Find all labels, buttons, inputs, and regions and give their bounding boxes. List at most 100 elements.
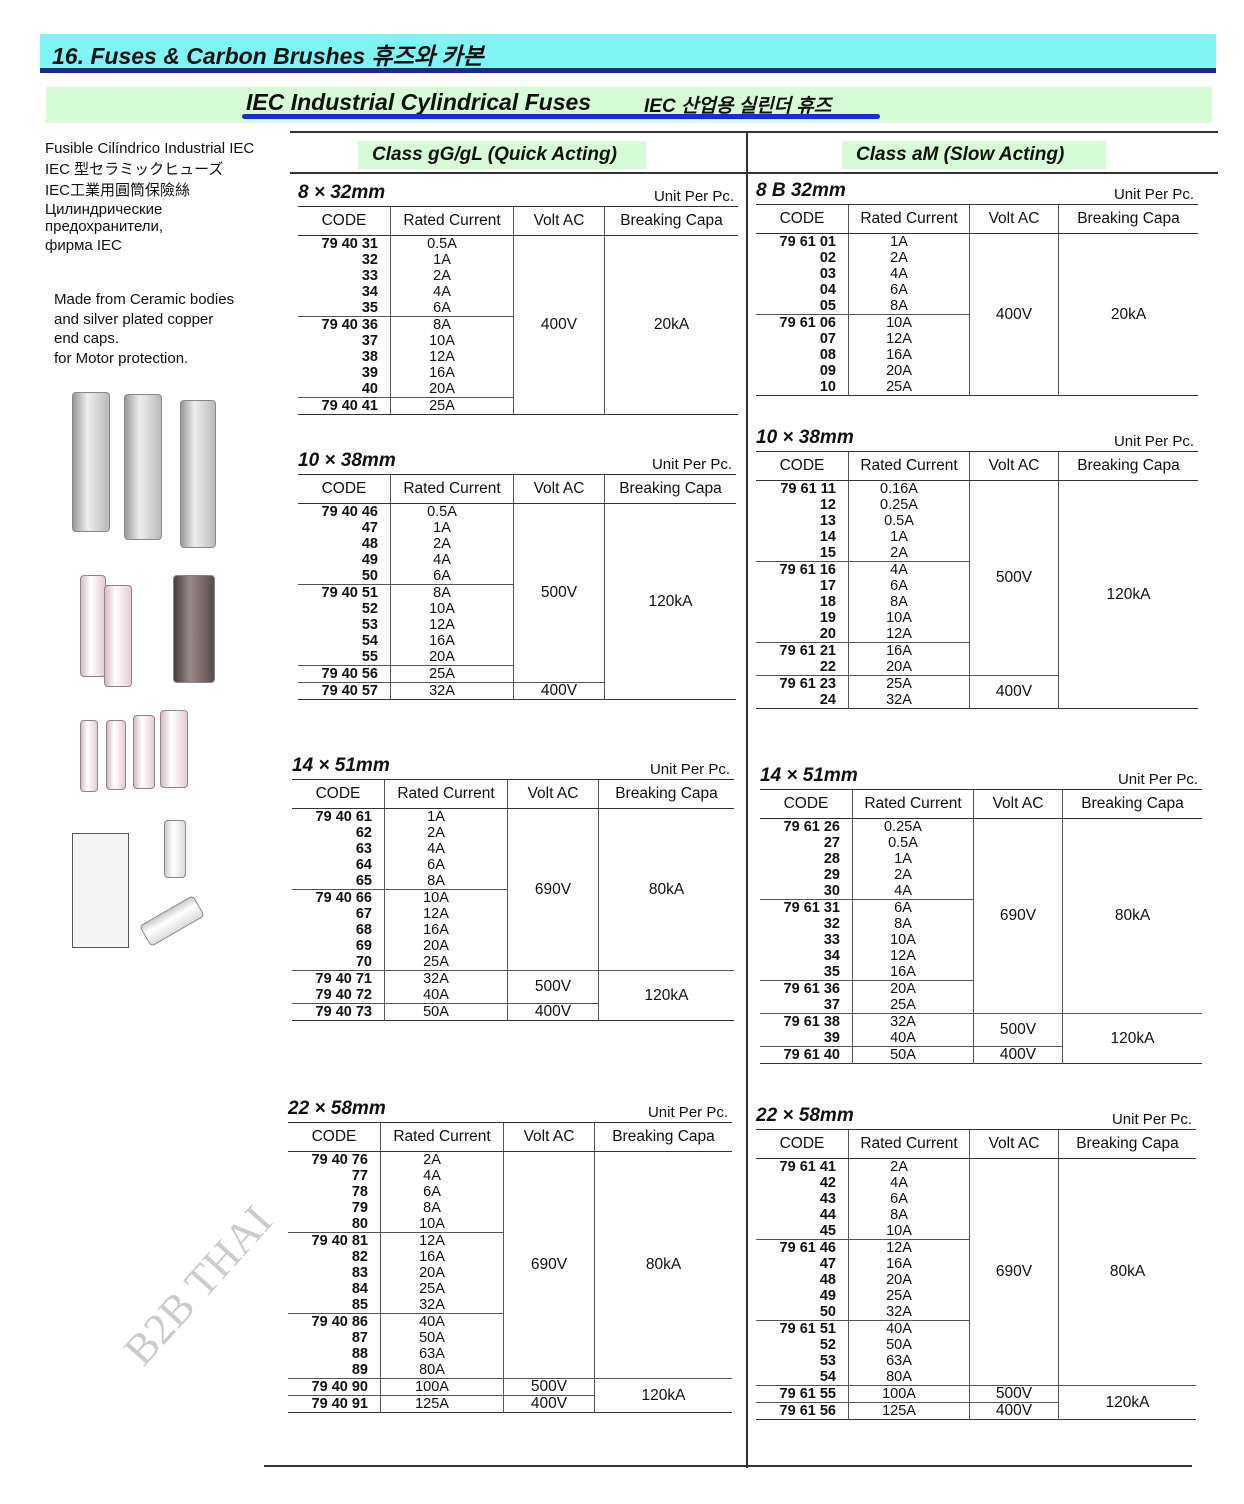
table-row: 37 10A (298, 333, 738, 349)
code-cell: 37 (361, 333, 378, 349)
breaking-cell: 20kA (1058, 233, 1198, 396)
table-row: 54 80A (756, 1369, 1196, 1386)
current-cell: 16A (384, 922, 508, 938)
page-title: IEC Industrial Cylindrical Fuses (246, 89, 592, 115)
table-row: 18 8A (756, 594, 1198, 610)
col-volt: Volt AC (969, 1129, 1059, 1159)
code-cell: 53 (361, 617, 378, 633)
code-cell: 79 40 56 (298, 665, 391, 683)
volt-cell: 400V (513, 682, 605, 700)
current-cell: 10A (384, 889, 508, 906)
table-row: 79 61 06 10A (756, 314, 1198, 331)
code-cell: 32 (361, 252, 378, 268)
table-row: 79 61 23 25A 400V (756, 675, 1198, 709)
current-cell: 6A (390, 568, 514, 585)
current-cell: 6A (848, 1191, 970, 1207)
col-current: Rated Current (848, 204, 970, 234)
table-title: 8 B 32mm (756, 180, 846, 201)
table-row: 62 2A (292, 825, 734, 841)
current-cell: 16A (390, 365, 514, 381)
fuse-image (133, 715, 155, 789)
code-cell: 53 (819, 1353, 836, 1369)
table-row: 65 8A (292, 873, 734, 890)
table-title: 10 × 38mm (756, 427, 854, 448)
table-row: 35 6A (298, 300, 738, 317)
table-row: 13 0.5A (756, 513, 1198, 529)
code-cell: 79 40 91 (288, 1395, 381, 1413)
col-breaking: Breaking Capa (594, 1122, 732, 1152)
table-row: 05 8A (756, 298, 1198, 315)
table-row: 32 1A (298, 252, 738, 268)
code-cell: 79 61 06 (756, 314, 849, 331)
table-row: 79 61 11 0.16A 500V 120kA (756, 480, 1198, 709)
table-row: 34 4A (298, 284, 738, 300)
current-cell: 32A (848, 1304, 970, 1321)
current-cell: 80A (848, 1369, 970, 1386)
code-cell: 79 61 11 (780, 481, 836, 497)
current-cell: 0.5A (848, 513, 970, 529)
current-cell: 63A (380, 1346, 504, 1362)
fuse-image (106, 720, 126, 790)
code-cell: 27 (823, 835, 840, 851)
table-row: 44 8A (756, 1207, 1196, 1223)
current-cell: 0.16A (848, 480, 970, 497)
col-volt: Volt AC (973, 789, 1063, 819)
table-row: 79 61 36 20A (760, 980, 1202, 997)
desc-line: for Motor protection. (54, 349, 189, 367)
table-row: 79 61 56 125A 400V (756, 1402, 1196, 1420)
col-breaking: Breaking Capa (1062, 789, 1202, 819)
table-row: 12 0.25A (756, 497, 1198, 513)
col-breaking: Breaking Capa (598, 779, 734, 809)
current-cell: 6A (848, 282, 970, 298)
code-cell: 04 (819, 282, 836, 298)
table-row: 53 12A (298, 617, 736, 633)
table-row: 79 40 91 125A 400V (288, 1395, 732, 1413)
table-row: 64 6A (292, 857, 734, 873)
table-title: 14 × 51mm (292, 755, 390, 776)
code-cell: 80 (351, 1216, 368, 1232)
col-breaking: Breaking Capa (1058, 451, 1198, 481)
current-cell: 100A (848, 1385, 970, 1403)
current-cell: 8A (848, 594, 970, 610)
table-row: 83 20A (288, 1265, 732, 1281)
table-row: 88 63A (288, 1346, 732, 1362)
table-row: 68 16A (292, 922, 734, 938)
code-cell: 85 (351, 1297, 368, 1313)
code-cell: 47 (819, 1256, 836, 1272)
code-cell: 83 (351, 1265, 368, 1281)
name-ru-3: фирма IEC (45, 237, 122, 254)
current-cell: 16A (848, 1256, 970, 1272)
table-row: 79 61 01 1A 400V 20kA (756, 233, 1198, 396)
class-am-header: Class aM (Slow Acting) (842, 141, 1106, 169)
code-cell: 79 40 86 (288, 1313, 381, 1330)
col-current: Rated Current (384, 779, 508, 809)
table-row: 79 40 72 40A (292, 987, 734, 1004)
col-current: Rated Current (852, 789, 974, 819)
code-cell: 30 (823, 883, 840, 899)
col-code: CODE (756, 204, 849, 234)
breaking-cell: 20kA (604, 235, 738, 415)
table-row: 10 25A (756, 379, 1198, 396)
code-cell: 37 (823, 997, 840, 1013)
unit-label: Unit Per Pc. (653, 188, 734, 205)
table-row: 07 12A (756, 331, 1198, 347)
table-header: CODE Rated Current Volt AC Breaking Capa (756, 1129, 1196, 1159)
col-current: Rated Current (848, 451, 970, 481)
table-row: 79 40 56 25A (298, 665, 736, 683)
current-cell: 40A (852, 1030, 974, 1047)
current-cell: 40A (848, 1320, 970, 1337)
table-header: CODE Rated Current Volt AC Breaking Capa (292, 779, 734, 809)
volt-cell: 400V (973, 1046, 1063, 1064)
current-cell: 8A (848, 1207, 970, 1223)
table-row: 20 12A (756, 626, 1198, 643)
table-row: 33 2A (298, 268, 738, 284)
table-row: 50 6A (298, 568, 736, 585)
col-current: Rated Current (390, 474, 514, 504)
name-es: Fusible Cilíndrico Industrial IEC (45, 140, 255, 157)
volt-cell: 400V (513, 235, 605, 415)
fuse-image (124, 394, 162, 540)
col-volt: Volt AC (503, 1122, 595, 1152)
col-code: CODE (298, 206, 391, 236)
current-cell: 12A (848, 331, 970, 347)
name-zh: IEC工業用圓筒保險絲 (45, 182, 191, 199)
